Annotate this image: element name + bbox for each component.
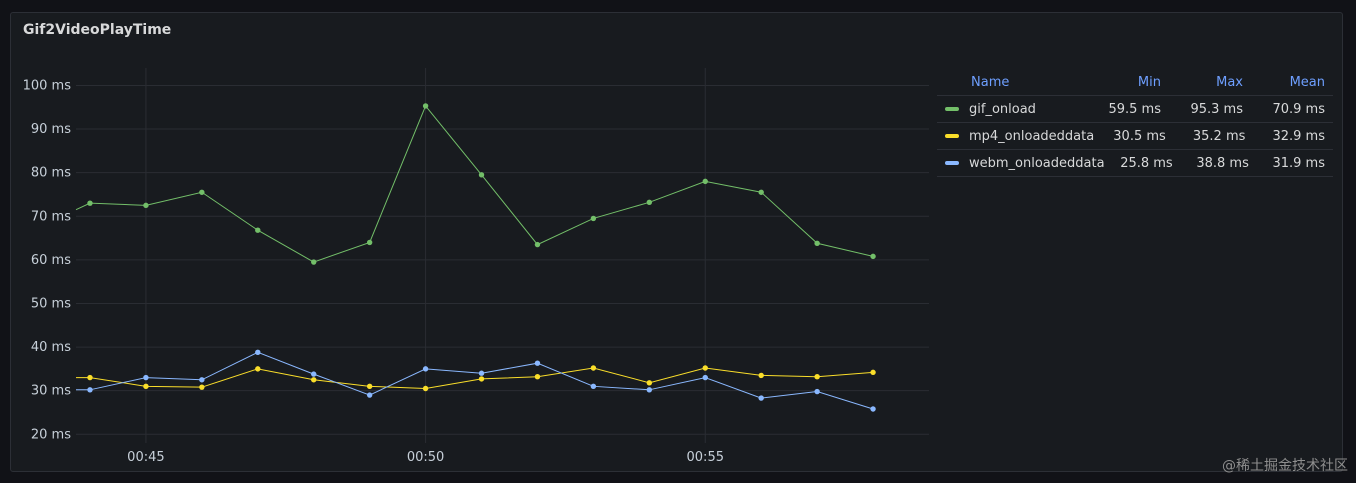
data-point-webm_onloadeddata — [366, 392, 373, 398]
legend-table: Name Min Max Mean gif_onload 59.5 ms 95.… — [937, 69, 1333, 177]
panel-title[interactable]: Gif2VideoPlayTime — [23, 22, 172, 38]
legend-mean: 70.9 ms — [1272, 101, 1325, 117]
legend-row-webm[interactable]: webm_onloadeddata 25.8 ms 38.8 ms 31.9 m… — [937, 150, 1333, 177]
data-point-gif_onload — [758, 189, 764, 195]
data-point-mp4_onloadeddata — [311, 377, 317, 383]
y-tick-label: 100 ms — [23, 78, 72, 93]
y-tick-label: 40 ms — [31, 340, 71, 355]
data-point-webm_onloadeddata — [87, 387, 93, 393]
legend-mean: 32.9 ms — [1272, 128, 1325, 144]
legend-series-name: gif_onload — [969, 101, 1036, 117]
data-point-webm_onloadeddata — [758, 395, 764, 401]
legend-series-name: webm_onloadeddata — [969, 155, 1105, 171]
data-point-gif_onload — [646, 199, 653, 206]
data-point-webm_onloadeddata — [143, 374, 149, 381]
data-point-gif_onload — [87, 200, 93, 206]
data-point-mp4_onloadeddata — [255, 366, 261, 372]
data-point-webm_onloadeddata — [422, 366, 429, 372]
data-point-mp4_onloadeddata — [870, 369, 876, 376]
data-point-mp4_onloadeddata — [702, 365, 708, 371]
legend-max: 38.8 ms — [1196, 155, 1249, 171]
x-tick-label: 00:50 — [407, 450, 444, 465]
data-point-mp4_onloadeddata — [758, 372, 764, 379]
data-point-mp4_onloadeddata — [366, 383, 373, 390]
legend-min: 25.8 ms — [1120, 155, 1173, 171]
data-point-mp4_onloadeddata — [534, 374, 541, 380]
data-point-webm_onloadeddata — [590, 383, 597, 390]
data-point-mp4_onloadeddata — [422, 385, 429, 392]
data-point-gif_onload — [870, 253, 876, 260]
y-tick-label: 80 ms — [31, 166, 71, 181]
data-point-webm_onloadeddata — [311, 371, 317, 377]
data-point-webm_onloadeddata — [870, 406, 876, 412]
legend-min: 30.5 ms — [1113, 128, 1166, 144]
data-point-webm_onloadeddata — [534, 360, 541, 366]
legend-header-row: Name Min Max Mean — [937, 69, 1333, 96]
data-point-gif_onload — [422, 103, 429, 109]
series-line-mp4_onloadeddata — [76, 367, 874, 389]
graph-panel: Gif2VideoPlayTime 20 ms 30 ms 40 ms 50 ms 60… — [10, 12, 1343, 472]
data-point-gif_onload — [143, 202, 149, 209]
data-point-mp4_onloadeddata — [478, 376, 485, 382]
y-tick-label: 50 ms — [31, 296, 71, 311]
legend-swatch-gif — [945, 107, 959, 111]
data-point-webm_onloadeddata — [199, 377, 205, 383]
data-point-webm_onloadeddata — [646, 387, 653, 393]
series-line-gif_onload — [75, 104, 874, 263]
y-tick-label: 60 ms — [31, 253, 71, 268]
x-tick-label: 00:45 — [127, 450, 164, 465]
data-point-gif_onload — [199, 189, 205, 195]
data-point-gif_onload — [366, 239, 373, 246]
legend-mean: 31.9 ms — [1272, 155, 1325, 171]
legend-max: 95.3 ms — [1190, 101, 1243, 117]
legend-series-name: mp4_onloadeddata — [969, 128, 1095, 144]
data-point-mp4_onloadeddata — [199, 384, 205, 390]
data-point-gif_onload — [534, 241, 541, 248]
data-point-webm_onloadeddata — [255, 349, 261, 356]
y-tick-label: 90 ms — [31, 122, 71, 137]
legend-header-mean[interactable]: Mean — [1289, 74, 1325, 90]
line-chart[interactable]: 20 ms 30 ms 40 ms 50 ms 60 ms 70 ms 80 ms 90 ms… — [11, 13, 941, 473]
legend-header-name[interactable]: Name — [971, 74, 1010, 90]
data-point-webm_onloadeddata — [814, 388, 820, 395]
y-tick-label: 20 ms — [31, 427, 71, 442]
data-point-mp4_onloadeddata — [590, 365, 597, 371]
legend-min: 59.5 ms — [1108, 101, 1161, 117]
data-point-gif_onload — [255, 227, 261, 233]
legend-row-mp4[interactable]: mp4_onloadeddata 30.5 ms 35.2 ms 32.9 ms — [937, 123, 1333, 150]
watermark: @稀土掘金技术社区 — [1222, 458, 1348, 474]
legend-max: 35.2 ms — [1192, 128, 1246, 144]
data-point-mp4_onloadeddata — [646, 380, 653, 386]
data-point-gif_onload — [478, 172, 485, 178]
data-point-gif_onload — [311, 259, 317, 265]
data-point-gif_onload — [590, 215, 597, 222]
series-line-webm_onloadeddata — [76, 351, 874, 410]
y-tick-label: 70 ms — [31, 209, 71, 224]
y-tick-label: 30 ms — [31, 384, 71, 399]
legend-row-gif[interactable]: gif_onload 59.5 ms 95.3 ms 70.9 ms — [937, 96, 1333, 123]
legend-header-max[interactable]: Max — [1216, 74, 1243, 90]
data-point-mp4_onloadeddata — [143, 383, 149, 390]
data-point-webm_onloadeddata — [478, 370, 485, 376]
legend-swatch-mp4 — [945, 134, 959, 138]
data-point-mp4_onloadeddata — [814, 374, 820, 380]
x-tick-label: 00:55 — [687, 450, 724, 465]
legend-header-min[interactable]: Min — [1137, 74, 1161, 90]
data-point-webm_onloadeddata — [702, 374, 708, 381]
data-point-gif_onload — [814, 240, 820, 246]
legend-swatch-webm — [945, 161, 959, 165]
data-point-mp4_onloadeddata — [87, 374, 93, 381]
data-point-gif_onload — [702, 178, 708, 185]
